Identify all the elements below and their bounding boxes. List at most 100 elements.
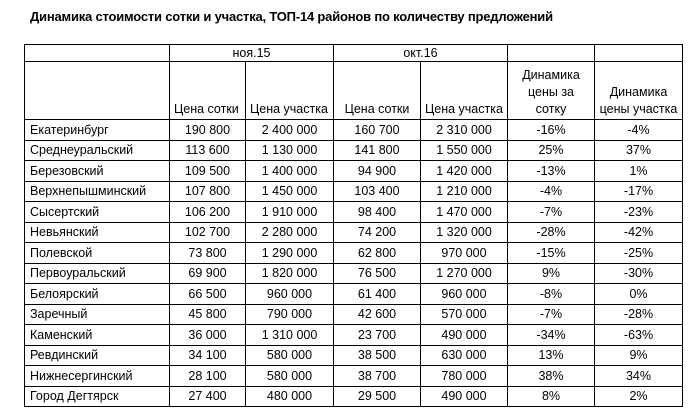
district-name: Невьянский — [24, 221, 170, 243]
table-cell: 1 270 000 — [420, 262, 508, 284]
table-cell: 66 500 — [169, 283, 246, 305]
table-cell: -30% — [594, 262, 683, 284]
district-name: Каменский — [24, 324, 170, 346]
header-period-2: окт.16 — [333, 44, 508, 62]
table-cell: -63% — [594, 324, 683, 346]
table-cell: -7% — [507, 201, 595, 223]
table-row: Невьянский 102 700 2 280 000 74 200 1 320 00… — [24, 221, 683, 243]
header-empty — [24, 61, 170, 120]
column-header: Цена сотки — [333, 61, 421, 120]
table-cell: 1 210 000 — [420, 180, 508, 202]
table-cell: 1 550 000 — [420, 139, 508, 161]
table-cell: 42 600 — [333, 303, 421, 325]
table-row: Город Дегтярск 27 400 480 000 29 500 490 000… — [24, 385, 683, 407]
table-cell: 76 500 — [333, 262, 421, 284]
table-cell: 69 900 — [169, 262, 246, 284]
header-empty — [24, 44, 170, 62]
district-name: Ревдинский — [24, 344, 170, 366]
table-cell: 29 500 — [333, 385, 421, 407]
table-cell: 570 000 — [420, 303, 508, 325]
table-cell: 1 320 000 — [420, 221, 508, 243]
table-cell: 960 000 — [245, 283, 334, 305]
table-cell: -25% — [594, 242, 683, 264]
table-cell: 94 900 — [333, 160, 421, 182]
table-cell: 109 500 — [169, 160, 246, 182]
table-cell: 25% — [507, 139, 595, 161]
table-cell: -28% — [594, 303, 683, 325]
table-cell: 103 400 — [333, 180, 421, 202]
table-cell: 160 700 — [333, 119, 421, 141]
table-cell: 107 800 — [169, 180, 246, 202]
table-cell: 970 000 — [420, 242, 508, 264]
table-cell: 37% — [594, 139, 683, 161]
header-row-periods: ноя.15 окт.16 — [24, 44, 683, 62]
table-cell: 1% — [594, 160, 683, 182]
table-cell: 9% — [594, 344, 683, 366]
table-row: Белоярский 66 500 960 000 61 400 960 000 -8% 0… — [24, 283, 683, 305]
table-cell: 23 700 — [333, 324, 421, 346]
table-row: Екатеринбург 190 800 2 400 000 160 700 2 310… — [24, 119, 683, 141]
table-cell: 480 000 — [245, 385, 334, 407]
table-cell: -4% — [507, 180, 595, 202]
table-cell: 1 820 000 — [245, 262, 334, 284]
table-cell: 2 280 000 — [245, 221, 334, 243]
district-name: Белоярский — [24, 283, 170, 305]
district-name: Сысертский — [24, 201, 170, 223]
table-cell: 27 400 — [169, 385, 246, 407]
table-cell: -15% — [507, 242, 595, 264]
table-row: Нижнесергинский 28 100 580 000 38 700 780 00… — [24, 365, 683, 387]
table-cell: 13% — [507, 344, 595, 366]
table-cell: -42% — [594, 221, 683, 243]
district-name: Первоуральский — [24, 262, 170, 284]
table-row: Среднеуральский 113 600 1 130 000 141 800 1 … — [24, 139, 683, 161]
table-cell: 1 470 000 — [420, 201, 508, 223]
table-cell: -7% — [507, 303, 595, 325]
table-cell: 2% — [594, 385, 683, 407]
table-cell: -16% — [507, 119, 595, 141]
table-cell: 0% — [594, 283, 683, 305]
table-cell: 1 420 000 — [420, 160, 508, 182]
table-cell: 490 000 — [420, 385, 508, 407]
table-row: Заречный 45 800 790 000 42 600 570 000 -7% -28… — [24, 303, 683, 325]
table-cell: -28% — [507, 221, 595, 243]
table-cell: 61 400 — [333, 283, 421, 305]
table-cell: 141 800 — [333, 139, 421, 161]
table-cell: 34% — [594, 365, 683, 387]
table-cell: 1 450 000 — [245, 180, 334, 202]
table-row: Первоуральский 69 900 1 820 000 76 500 1 270… — [24, 262, 683, 284]
table-cell: -4% — [594, 119, 683, 141]
table-cell: -8% — [507, 283, 595, 305]
table-cell: 790 000 — [245, 303, 334, 325]
table-cell: 62 800 — [333, 242, 421, 264]
table-cell: 580 000 — [245, 344, 334, 366]
table-cell: 8% — [507, 385, 595, 407]
price-table: ноя.15 окт.16 Цена сотки Цена участка Це… — [24, 44, 683, 407]
table-cell: 2 400 000 — [245, 119, 334, 141]
column-header: Цена участка — [420, 61, 508, 120]
table-cell: 36 000 — [169, 324, 246, 346]
header-period-1: ноя.15 — [169, 44, 334, 62]
district-name: Екатеринбург — [24, 119, 170, 141]
table-cell: 38 700 — [333, 365, 421, 387]
table-cell: 74 200 — [333, 221, 421, 243]
district-name: Город Дегтярск — [24, 385, 170, 407]
table-cell: 102 700 — [169, 221, 246, 243]
district-name: Среднеуральский — [24, 139, 170, 161]
table-cell: 780 000 — [420, 365, 508, 387]
table-cell: -17% — [594, 180, 683, 202]
table-row: Каменский 36 000 1 310 000 23 700 490 000 -34… — [24, 324, 683, 346]
table-row: Сысертский 106 200 1 910 000 98 400 1 470 00… — [24, 201, 683, 223]
column-header: Динамика цены за сотку — [507, 61, 595, 120]
district-name: Верхнепышминский — [24, 180, 170, 202]
column-header: Цена сотки — [169, 61, 246, 120]
table-cell: 38% — [507, 365, 595, 387]
district-name: Нижнесергинский — [24, 365, 170, 387]
table-cell: 9% — [507, 262, 595, 284]
table-cell: 106 200 — [169, 201, 246, 223]
header-row-columns: Цена сотки Цена участка Цена сотки Цена … — [24, 61, 683, 120]
table-cell: 98 400 — [333, 201, 421, 223]
district-name: Полевской — [24, 242, 170, 264]
table-cell: 630 000 — [420, 344, 508, 366]
header-empty — [594, 44, 683, 62]
table-cell: 1 400 000 — [245, 160, 334, 182]
